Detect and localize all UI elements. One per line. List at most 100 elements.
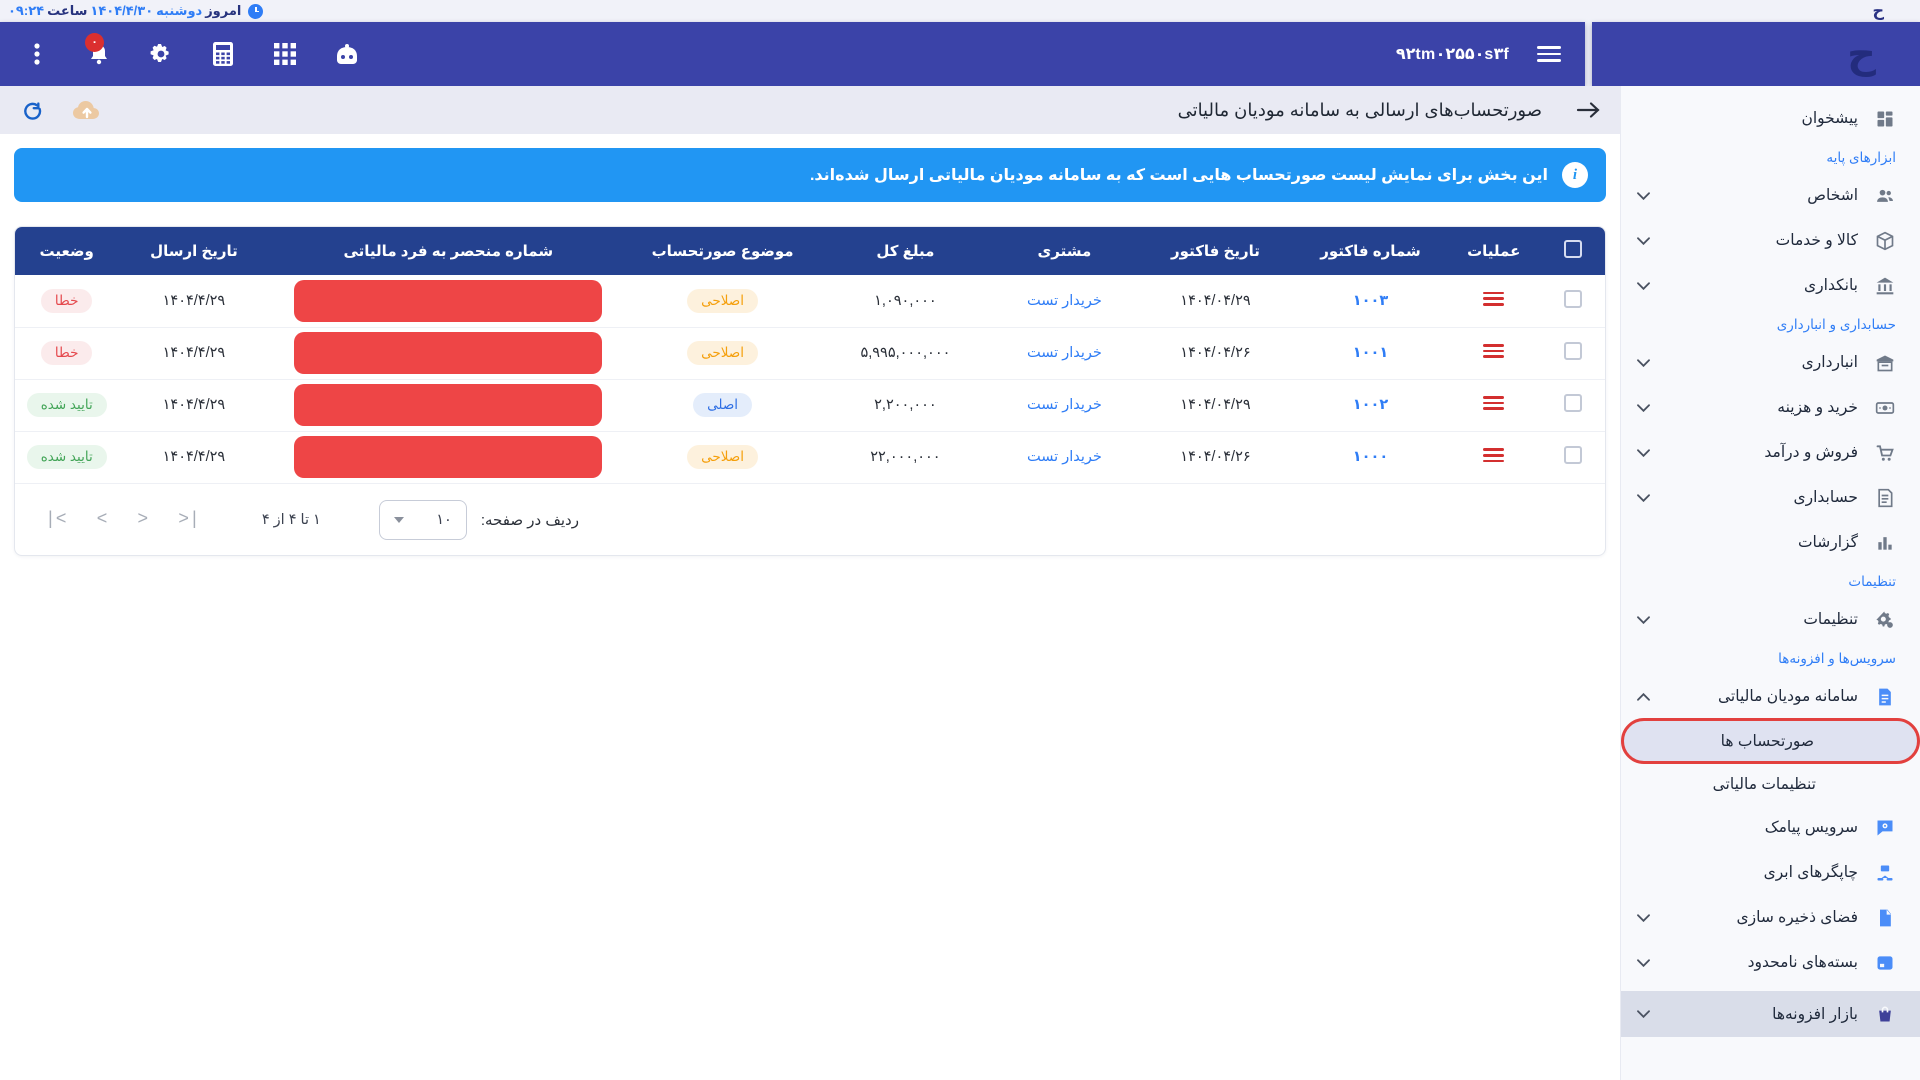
invoice-date: ۱۴۰۴/۰۴/۲۶ — [1135, 430, 1295, 483]
subject-badge: اصلاحی — [687, 288, 759, 313]
column-header-7: تاریخ ارسال — [118, 227, 270, 275]
sidebar-item[interactable]: سرویس پیامک — [1621, 805, 1920, 850]
sidebar-item-label: پیشخوان — [1801, 110, 1858, 127]
last-page-button[interactable]: >| — [178, 509, 200, 530]
tax-uid-redacted — [294, 436, 603, 479]
row-checkbox[interactable] — [1564, 289, 1583, 308]
rows-per-page-label: ردیف در صفحه: — [480, 511, 579, 529]
select-all-checkbox[interactable] — [1564, 240, 1583, 258]
gears-icon — [1874, 610, 1896, 630]
sidebar-item[interactable]: بسته‌های نامحدود — [1621, 940, 1920, 985]
sidebar-item[interactable]: بانکداری — [1621, 263, 1920, 308]
row-checkbox[interactable] — [1564, 394, 1583, 412]
sidebar-item[interactable]: چاپگرهای ابری — [1621, 850, 1920, 895]
sidebar-item[interactable]: فضای ذخیره سازی — [1621, 895, 1920, 940]
sidebar-item[interactable]: بازار افزونه‌ها — [1621, 991, 1920, 1037]
column-header-0: عملیات — [1446, 227, 1542, 275]
sidebar-item-label: تنظیمات — [1803, 611, 1858, 628]
sidebar-subitem-label: تنظیمات مالیاتی — [1712, 775, 1816, 793]
invoice-number-link[interactable]: ۱۰۰۰ — [1352, 449, 1389, 466]
column-header-5: موضوع صورتحساب — [627, 227, 818, 275]
prev-page-button[interactable]: < — [96, 509, 108, 530]
hamburger-menu-icon[interactable] — [1537, 46, 1561, 62]
row-checkbox[interactable] — [1564, 446, 1583, 465]
sidebar-item[interactable]: پیشخوان — [1621, 96, 1920, 141]
customer-link[interactable]: خریدار تست — [1026, 449, 1102, 466]
sidebar-item[interactable]: گزارشات — [1621, 520, 1920, 565]
people-icon — [1874, 186, 1896, 206]
tax-uid-redacted — [294, 384, 603, 426]
table-row: ۱۰۰۰ ۱۴۰۴/۰۴/۲۶ خریدار تست ۲۲,۰۰۰,۰۰۰ اصلاحی… — [15, 430, 1605, 483]
assistant-robot-icon[interactable] — [334, 41, 360, 67]
main-navbar: ۰ ۹۲tm۰۲۵۵۰s۳f — [0, 22, 1585, 86]
chevron-down-icon — [1637, 615, 1650, 624]
next-page-button[interactable]: > — [137, 509, 149, 530]
rows-per-page-value: ۱۰ — [436, 511, 452, 528]
kebab-menu-icon[interactable] — [24, 41, 50, 67]
rows-per-page-select[interactable]: ۱۰ — [378, 499, 467, 540]
today-label: امروز — [205, 3, 242, 18]
sidebar-section-label: سرویس‌ها و افزونه‌ها — [1778, 651, 1896, 666]
page-title-bar: صورتحساب‌های ارسالی به سامانه مودیان مال… — [0, 86, 1620, 134]
pagination-range: ۱ تا ۴ از ۴ — [261, 511, 321, 528]
chevron-down-icon — [1637, 1010, 1650, 1018]
row-actions-menu-icon[interactable] — [1483, 288, 1505, 309]
sidebar-item-label: بازار افزونه‌ها — [1772, 1005, 1858, 1023]
cloud-printer-icon — [1874, 863, 1896, 883]
navbar-icons: ۰ — [24, 33, 360, 67]
notifications-bell-icon[interactable]: ۰ — [85, 33, 112, 67]
sidebar-item[interactable]: خرید و هزینه — [1621, 385, 1920, 430]
send-date: ۱۴۰۴/۴/۲۹ — [118, 326, 270, 379]
status-badge: تایید شده — [26, 393, 107, 417]
refresh-button[interactable] — [20, 99, 42, 121]
sidebar-item[interactable]: کالا و خدمات — [1621, 218, 1920, 263]
apps-grid-icon[interactable] — [272, 41, 298, 67]
total-amount: ۵,۹۹۵,۰۰۰,۰۰۰ — [817, 326, 993, 379]
customer-link[interactable]: خریدار تست — [1026, 345, 1102, 361]
invoice-number-link[interactable]: ۱۰۰۱ — [1352, 345, 1389, 361]
row-actions-menu-icon[interactable] — [1483, 393, 1505, 414]
chevron-down-icon — [1637, 236, 1650, 245]
sidebar-item-label: حسابداری — [1793, 489, 1858, 506]
customer-link[interactable]: خریدار تست — [1026, 397, 1102, 413]
brand-logo-large: ح — [1847, 32, 1876, 76]
sms-service-icon — [1874, 818, 1896, 838]
cloud-upload-icon[interactable] — [72, 99, 102, 121]
sidebar-item[interactable]: انبارداری — [1621, 340, 1920, 385]
back-arrow-icon[interactable] — [1576, 101, 1600, 119]
sidebar-item[interactable]: فروش و درآمد — [1621, 430, 1920, 475]
invoice-number-link[interactable]: ۱۰۰۲ — [1352, 397, 1389, 413]
invoices-table-card: عملیات شماره فاکتور تاریخ فاکتور مشتری مبلغ … — [14, 226, 1606, 556]
page-title: صورتحساب‌های ارسالی به سامانه مودیان مال… — [1177, 99, 1542, 120]
subject-badge: اصلی — [693, 393, 753, 417]
row-checkbox[interactable] — [1564, 342, 1583, 360]
row-actions-menu-icon[interactable] — [1483, 445, 1505, 466]
sidebar-header: ح — [1592, 22, 1920, 86]
addons-bag-icon — [1874, 1004, 1896, 1024]
subject-badge: اصلاحی — [687, 341, 759, 365]
status-badge: خطا — [40, 341, 93, 365]
first-page-button[interactable]: |< — [45, 509, 67, 530]
sidebar-item-label: سامانه مودیان مالیاتی — [1718, 688, 1858, 705]
sidebar-section-label: ابزارهای پایه — [1826, 150, 1896, 165]
sidebar-item[interactable]: اشخاص — [1621, 173, 1920, 218]
sidebar-item-label: فضای ذخیره سازی — [1736, 909, 1858, 926]
invoice-number-link[interactable]: ۱۰۰۳ — [1352, 292, 1389, 309]
customer-link[interactable]: خریدار تست — [1026, 292, 1102, 309]
chevron-down-icon — [1637, 403, 1650, 412]
sidebar-item[interactable]: تنظیمات — [1621, 597, 1920, 642]
table-row: ۱۰۰۲ ۱۴۰۴/۰۴/۲۹ خریدار تست ۲,۲۰۰,۰۰۰ اصلی ۱۴۰… — [15, 378, 1605, 431]
main-area: صورتحساب‌های ارسالی به سامانه مودیان مال… — [0, 86, 1620, 1080]
sidebar-subitem[interactable]: تنظیمات مالیاتی — [1621, 763, 1920, 805]
settings-gear-icon[interactable] — [148, 41, 174, 67]
table-row: ۱۰۰۱ ۱۴۰۴/۰۴/۲۶ خریدار تست ۵,۹۹۵,۰۰۰,۰۰۰ اصل… — [15, 326, 1605, 379]
sidebar-item[interactable]: سامانه مودیان مالیاتی — [1621, 674, 1920, 719]
sidebar-subitem[interactable]: صورتحساب ها — [1621, 718, 1920, 764]
sidebar-item[interactable]: حسابداری — [1621, 475, 1920, 520]
row-actions-menu-icon[interactable] — [1483, 341, 1505, 362]
cash-icon — [1874, 398, 1896, 418]
column-header-6: شماره منحصر به فرد مالیاتی — [269, 227, 628, 275]
calculator-icon[interactable] — [210, 41, 236, 67]
column-header-3: مشتری — [992, 227, 1136, 275]
weekday: دوشنبه — [156, 3, 203, 18]
